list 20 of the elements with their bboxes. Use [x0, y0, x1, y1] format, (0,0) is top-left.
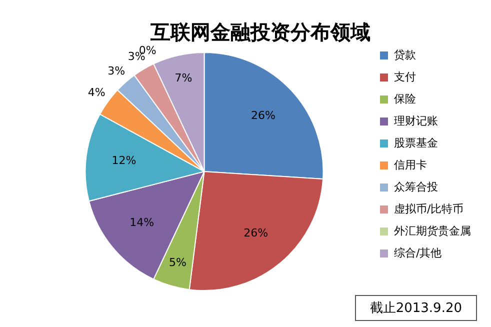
data-label: 14% [130, 216, 154, 229]
legend-label: 外汇期货贵金属 [394, 224, 471, 238]
legend-label: 综合/其他 [394, 246, 442, 260]
data-label: 12% [112, 154, 136, 168]
chart-title: 互联网金融投资分布领域 [150, 20, 370, 44]
data-label: 7% [174, 71, 192, 84]
legend-label: 理财记账 [394, 114, 438, 128]
legend-label: 股票基金 [394, 136, 438, 150]
legend-label: 虚拟币/比特币 [394, 202, 464, 216]
text: 截止2013.9.20 [354, 295, 477, 321]
data-label: 26% [251, 108, 276, 122]
legend-label: 众筹合投 [394, 180, 438, 194]
data-label: 26% [244, 226, 268, 240]
legend-label: 信用卡 [394, 158, 427, 172]
legend-label: 保险 [394, 92, 416, 106]
data-label: 4% [88, 86, 106, 100]
data-label: 5% [168, 256, 186, 269]
legend-label: 贷款 [394, 48, 416, 62]
data-label: 3% [108, 64, 126, 78]
legend-label: 支付 [394, 70, 416, 84]
